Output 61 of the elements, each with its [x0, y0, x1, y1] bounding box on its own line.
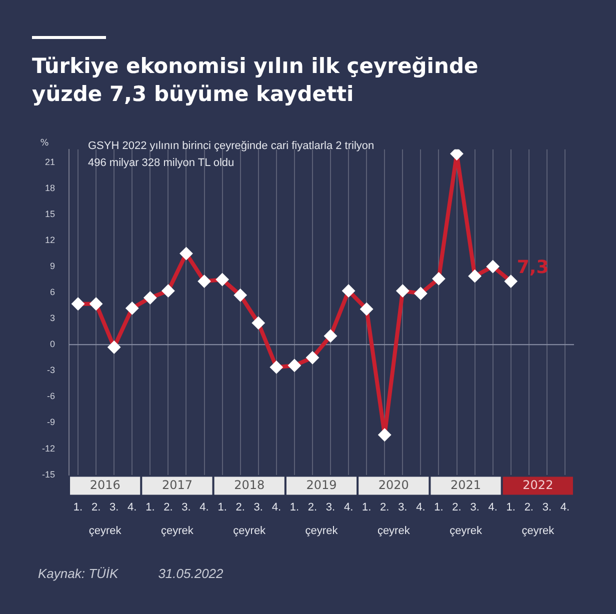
x-tick-label: 2.	[452, 501, 462, 514]
text: çeyrek	[88, 524, 122, 537]
x-tick-label: 3.	[542, 501, 552, 514]
y-tick-label: 9	[50, 261, 56, 272]
x-tick-label: 2.	[164, 501, 173, 514]
y-tick-label: 15	[44, 208, 56, 219]
y-tick-label: 0	[50, 339, 56, 350]
x-tick-label: 1.	[73, 501, 83, 514]
chart-subtitle: GSYH 2022 yılının birinci çeyreğinde cari fiyatlarla 2 trilyon 496 milyar 328 milyon TL oldu	[88, 139, 376, 171]
text: 31.05.2022	[158, 566, 224, 581]
x-tick-label: 3.	[326, 501, 336, 514]
text: 2018	[234, 478, 265, 492]
x-tick-label: 4.	[560, 501, 570, 514]
x-tick-label: 4.	[344, 501, 354, 514]
x-tick-label: 1.	[362, 501, 372, 514]
x-tick-label: 4.	[200, 501, 209, 514]
x-tick-label: 3.	[110, 501, 119, 514]
text: çeyrek	[233, 524, 266, 537]
y-tick-label: -12	[42, 443, 56, 454]
x-tick-label: 3.	[398, 501, 408, 514]
y-tick-label: 21	[44, 156, 56, 167]
text: 2016	[90, 478, 120, 492]
x-tick-label: 2.	[524, 501, 534, 514]
x-tick-label: 1.	[290, 501, 300, 514]
y-tick-label: 18	[44, 182, 56, 193]
x-tick-label: 4.	[416, 501, 426, 514]
x-tick-label: 2.	[308, 501, 318, 514]
y-tick-label: 3	[50, 313, 56, 324]
y-tick-label: -15	[42, 469, 56, 480]
x-tick-label: 1.	[434, 501, 444, 514]
y-axis-title: %	[40, 138, 50, 148]
x-tick-label: 1.	[506, 501, 516, 514]
x-tick-label: 2.	[380, 501, 390, 514]
text: çeyrek	[305, 524, 338, 537]
text: 2021	[450, 478, 482, 492]
text: çeyrek	[377, 524, 410, 537]
data-label: 7,3	[516, 256, 549, 278]
y-tick-label: 12	[44, 234, 56, 245]
text: 2020	[378, 478, 409, 492]
x-tick-label: 1.	[146, 501, 155, 514]
x-tick-label: 4.	[488, 501, 498, 514]
x-tick-label: 4.	[128, 501, 137, 514]
text: çeyrek	[522, 524, 555, 537]
text: 2022	[522, 478, 554, 492]
x-tick-label: 2.	[236, 501, 245, 514]
text: 2019	[306, 478, 337, 492]
text: 2017	[162, 478, 192, 492]
text: çeyrek	[450, 524, 482, 537]
y-tick-label: -9	[46, 417, 56, 428]
x-tick-label: 3.	[182, 501, 191, 514]
text: çeyrek	[161, 524, 194, 537]
y-tick-label: 6	[50, 287, 56, 298]
chart-title: Türkiye ekonomisi yılın ilk çeyreğinde yüzde 7,3 büyüme kaydetti	[32, 53, 480, 108]
text: Kaynak: TÜİK	[38, 566, 118, 581]
x-tick-label: 1.	[218, 501, 227, 514]
y-tick-label: -3	[46, 365, 56, 376]
y-tick-label: -6	[46, 391, 56, 402]
x-tick-label: 2.	[91, 501, 101, 514]
x-tick-label: 3.	[470, 501, 480, 514]
x-tick-label: 3.	[254, 501, 263, 514]
x-tick-label: 4.	[272, 501, 282, 514]
